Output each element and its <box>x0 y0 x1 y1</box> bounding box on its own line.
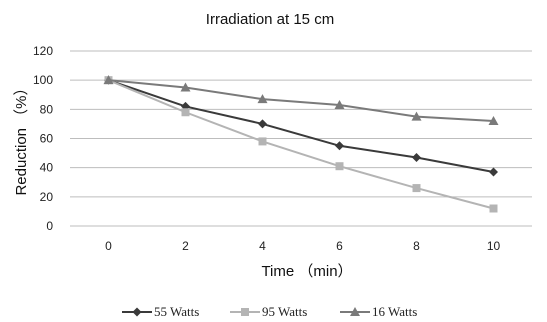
data-point <box>489 167 498 177</box>
data-point <box>335 162 344 171</box>
y-axis-title: Reduction （%） <box>13 80 30 195</box>
x-tick-label: 4 <box>259 239 266 253</box>
data-point <box>489 204 498 213</box>
legend-label: 16 Watts <box>372 304 417 319</box>
x-axis-ticks: 0 2 4 6 8 10 <box>105 239 500 253</box>
y-tick-label: 60 <box>40 132 54 146</box>
data-point <box>488 116 499 125</box>
data-point <box>257 94 268 104</box>
legend-marker <box>132 307 142 317</box>
legend-label: 95 Watts <box>262 304 307 319</box>
legend-marker <box>241 308 249 316</box>
x-tick-label: 6 <box>336 239 343 253</box>
x-tick-label: 8 <box>413 239 420 253</box>
data-point <box>180 82 191 92</box>
y-tick-label: 80 <box>40 102 54 116</box>
series-line <box>108 79 494 210</box>
y-axis-ticks: 0 20 40 60 80 100 120 <box>33 44 53 233</box>
x-axis-title: Time （min） <box>261 263 352 280</box>
data-point <box>412 152 421 162</box>
data-point <box>411 111 422 121</box>
series-layer <box>103 75 499 213</box>
data-point <box>412 184 421 193</box>
gridlines <box>70 50 532 227</box>
series-line <box>108 79 494 174</box>
series-0 <box>104 75 498 177</box>
x-tick-label: 2 <box>182 239 189 253</box>
data-point <box>181 108 190 117</box>
data-point <box>258 137 267 146</box>
legend-marker <box>350 307 360 316</box>
legend: 55 Watts 95 Watts 16 Watts <box>122 304 417 319</box>
y-tick-label: 120 <box>33 44 53 58</box>
legend-item: 95 Watts <box>230 304 307 319</box>
x-tick-label: 0 <box>105 239 112 253</box>
legend-item: 16 Watts <box>340 304 417 319</box>
data-point <box>258 119 267 129</box>
chart-title: Irradiation at 15 cm <box>206 11 334 28</box>
y-tick-label: 40 <box>40 161 54 175</box>
x-tick-label: 10 <box>487 239 501 253</box>
series-line <box>108 79 494 122</box>
y-tick-label: 100 <box>33 73 53 87</box>
data-point <box>335 141 344 151</box>
data-point <box>103 75 114 85</box>
series-1 <box>104 76 498 213</box>
data-point <box>334 99 345 109</box>
y-tick-label: 0 <box>46 219 53 233</box>
legend-label: 55 Watts <box>154 304 199 319</box>
legend-item: 55 Watts <box>122 304 199 319</box>
y-tick-label: 20 <box>40 190 54 204</box>
series-2 <box>103 75 499 125</box>
